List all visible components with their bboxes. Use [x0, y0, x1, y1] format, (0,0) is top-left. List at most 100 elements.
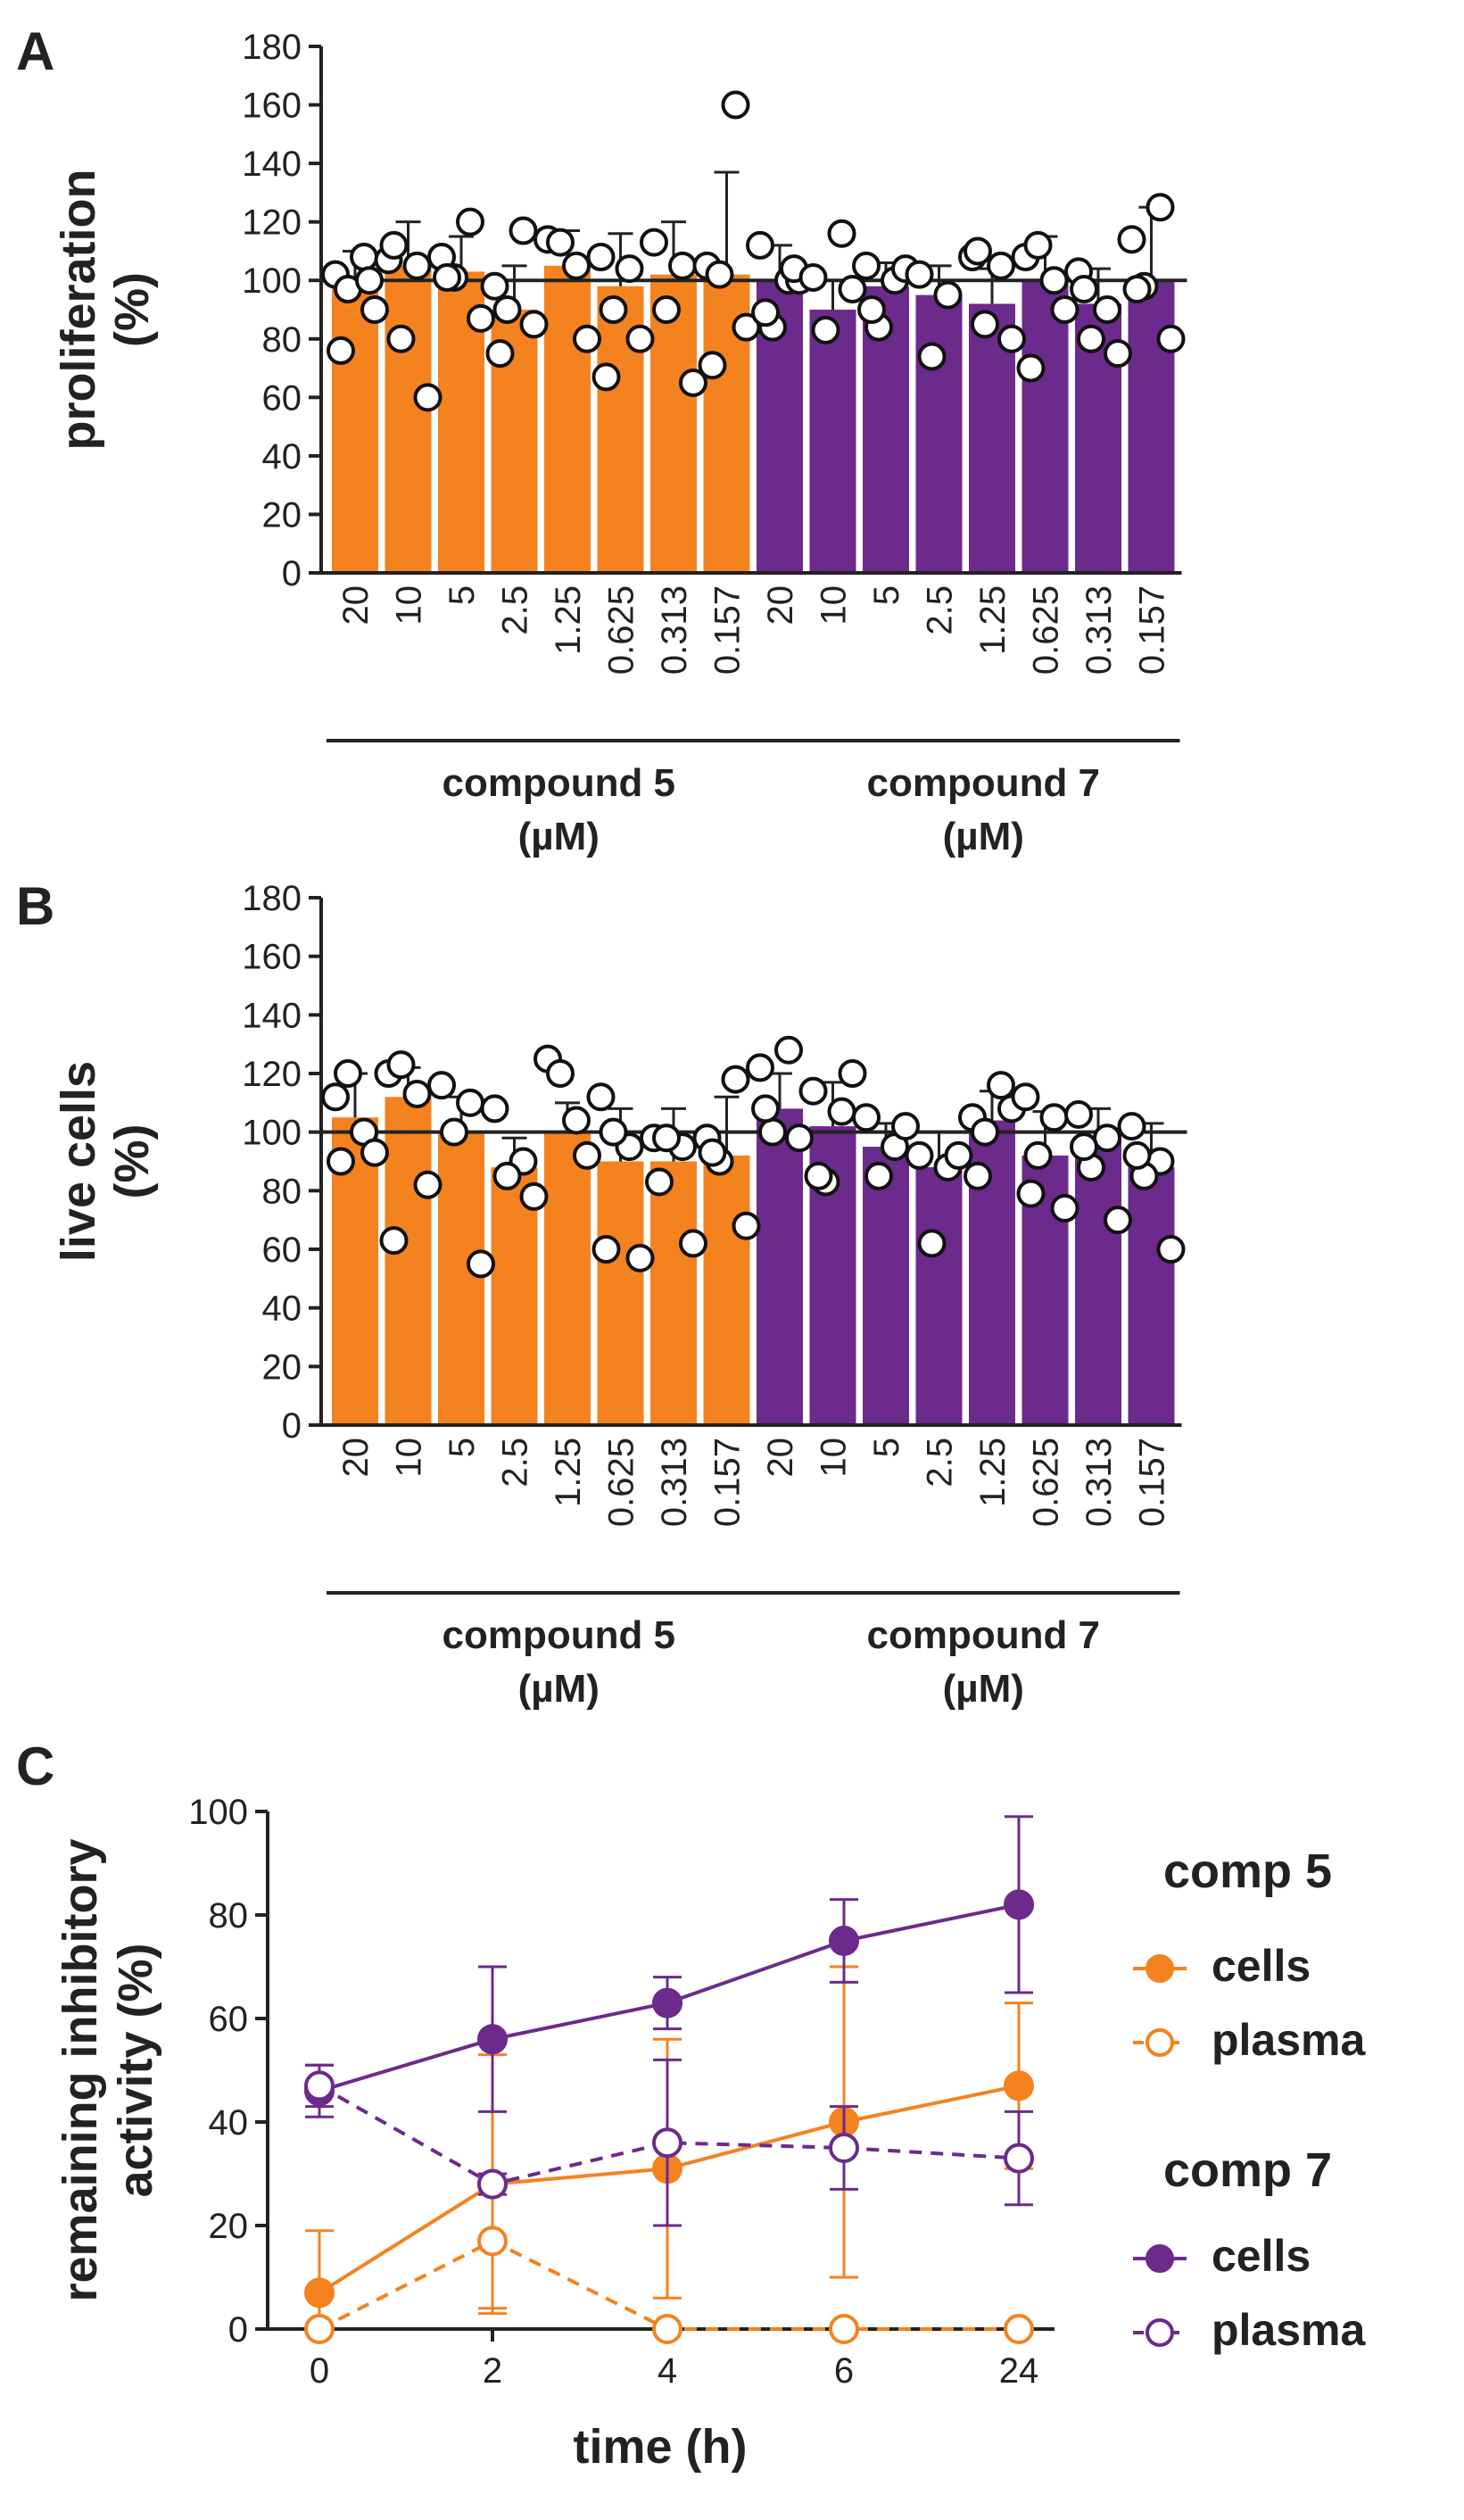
y-tick-label: 60 [209, 2000, 249, 2039]
bar [1128, 280, 1175, 573]
x-tick-label: 5 [867, 1438, 906, 1457]
data-point [997, 324, 1026, 353]
data-point [1104, 339, 1132, 369]
data-point [798, 262, 828, 292]
y-tick-label: 80 [209, 1896, 249, 1936]
data-point [625, 324, 655, 353]
bar [597, 1161, 644, 1425]
data-point [679, 368, 707, 397]
data-point [751, 298, 780, 327]
y-tick-label: 20 [262, 495, 302, 535]
x-tick-label: 10 [390, 1438, 429, 1478]
data-point [964, 236, 992, 266]
x-tick-label: 0.625 [1027, 1438, 1066, 1527]
data-point [698, 351, 727, 380]
data-point [402, 251, 432, 280]
data-point [1122, 275, 1152, 304]
panel-c-chart: remaining inhibitory activity (%)02040608… [54, 1793, 1367, 2474]
series-marker [829, 2314, 859, 2344]
data-point [1064, 1099, 1093, 1129]
data-point [519, 310, 549, 339]
data-point [480, 1094, 509, 1123]
x-tick-label: 2.5 [496, 585, 535, 635]
data-point [379, 230, 409, 260]
y-tick-label: 180 [242, 28, 302, 67]
y-tick-label: 40 [262, 1289, 302, 1329]
y-tick-label: 100 [242, 1114, 302, 1153]
y-tick-label: 80 [262, 1172, 302, 1211]
data-point [987, 251, 1015, 280]
data-point [1156, 1235, 1186, 1264]
bar [915, 1167, 963, 1425]
x-tick-label: 4 [658, 2351, 677, 2391]
data-point [386, 1050, 416, 1080]
y-axis-title: proliferation [52, 169, 105, 450]
data-point [746, 230, 774, 260]
y-tick-label: 20 [209, 2207, 249, 2246]
x-tick-label: 0.157 [1133, 585, 1172, 675]
data-point [971, 1117, 999, 1147]
legend-group-title: comp 7 [1163, 2143, 1332, 2197]
data-point [640, 228, 668, 257]
series-marker [1004, 2143, 1034, 2174]
group-unit-label: (µM) [518, 815, 600, 858]
x-tick-label: 0 [310, 2351, 329, 2391]
series-marker [652, 2127, 682, 2159]
group-unit-label: (µM) [943, 1667, 1024, 1711]
data-point [1050, 295, 1079, 324]
data-point [798, 1076, 828, 1106]
data-point [804, 1161, 833, 1190]
data-point [852, 1103, 881, 1132]
data-point [433, 262, 461, 292]
legend-swatch-marker [1146, 2318, 1174, 2347]
data-point [1023, 1140, 1053, 1170]
series-marker [1004, 1889, 1034, 1920]
x-tick-label: 2.5 [921, 585, 960, 635]
y-tick-label: 100 [242, 261, 302, 301]
series-marker [477, 2226, 508, 2257]
x-tick-label: 10 [390, 585, 429, 626]
bar [863, 1147, 909, 1425]
y-tick-label: 160 [242, 938, 302, 977]
x-tick-label: 0.625 [1027, 585, 1066, 675]
legend-swatch-marker [1146, 2244, 1174, 2273]
y-tick-label: 120 [242, 203, 302, 243]
legend-swatch-marker [1146, 2028, 1174, 2057]
y-tick-label: 60 [262, 1231, 302, 1270]
series-line [318, 2084, 1020, 2295]
data-point [386, 324, 416, 353]
data-point [327, 336, 355, 365]
x-tick-label: 20 [336, 1438, 376, 1478]
y-tick-label: 0 [228, 2310, 248, 2350]
x-tick-label: 20 [761, 585, 800, 626]
x-tick-label: 0.313 [1079, 585, 1119, 675]
data-point [562, 251, 591, 280]
data-point [586, 243, 616, 271]
data-point [827, 1097, 856, 1126]
data-point [1122, 1140, 1152, 1170]
x-tick-label: 1.25 [549, 585, 588, 655]
x-tick-label: 5 [443, 1438, 482, 1457]
x-tick-label: 5 [443, 585, 482, 605]
data-point [625, 1243, 655, 1272]
data-point [327, 1147, 355, 1176]
y-axis-title-unit: activity (%) [109, 1943, 162, 2197]
data-point [758, 1117, 787, 1147]
x-axis-title: time (h) [574, 2420, 748, 2474]
data-point [321, 1082, 350, 1112]
group-label: compound 7 [866, 761, 1100, 805]
panel-label-b: B [16, 876, 54, 936]
data-point [751, 1094, 780, 1123]
data-point [698, 1138, 727, 1167]
bar [332, 280, 378, 573]
data-point [1016, 1179, 1046, 1208]
x-tick-label: 0.157 [1133, 1438, 1172, 1527]
panel-label-a: A [16, 21, 54, 81]
bar [1128, 1167, 1175, 1425]
y-tick-label: 180 [242, 879, 302, 918]
series-marker [829, 1926, 859, 1956]
data-point [509, 216, 538, 245]
y-tick-label: 120 [242, 1055, 302, 1094]
data-point [838, 1059, 867, 1088]
data-point [1023, 230, 1053, 260]
